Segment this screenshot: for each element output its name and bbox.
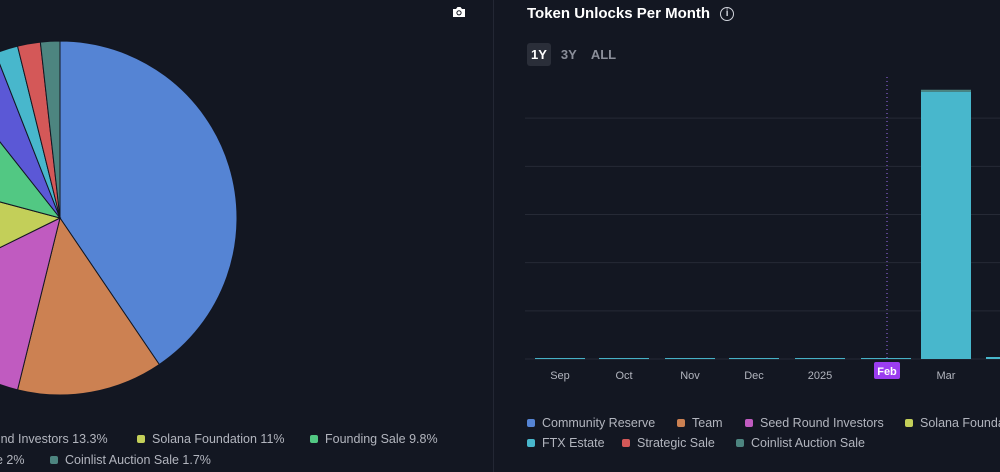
legend-label: Coinlist Auction Sale [751, 436, 865, 450]
allocation-panel: Seed Round Investors 13.3% Solana Founda… [0, 0, 493, 472]
legend-item-founding-sale[interactable]: Founding Sale 9.8% [310, 430, 438, 448]
pie-slice-seed-round-investors[interactable] [0, 217, 61, 391]
legend-label: Team [692, 416, 723, 430]
range-tab-3y[interactable]: 3Y [560, 47, 577, 62]
pie-slice-community-reserve[interactable] [59, 40, 238, 366]
x-tick-label: Mar [937, 370, 956, 382]
legend-item-ftx-estate[interactable]: FTX Estate [527, 436, 605, 450]
bar-oct-ftx-estate[interactable] [599, 358, 649, 360]
legend-item-strategic-sale[interactable]: Strategic Sale [622, 436, 715, 450]
bar-sep-ftx-estate[interactable] [535, 358, 585, 360]
current-month-badge [874, 362, 900, 379]
legend-label: Founding Sale 9.8% [325, 432, 438, 446]
legend-label: Solana Foundation 11% [152, 432, 285, 446]
legend-swatch [736, 439, 744, 447]
legend-label: Seed Round Investors 13.3% [0, 432, 108, 446]
legend-item-coinlist[interactable]: Coinlist Auction Sale [736, 436, 865, 450]
range-tab-1y[interactable]: 1Y [527, 43, 551, 66]
legend-label: Solana Foundation [920, 416, 1000, 430]
bar-dec-ftx-estate[interactable] [729, 358, 779, 360]
x-tick-label: Feb [877, 366, 897, 378]
legend-swatch [310, 435, 318, 443]
bar-mar-ftx-estate[interactable] [921, 91, 971, 360]
legend-item-solana-foundation[interactable]: Solana Foundation 11% [137, 430, 285, 448]
allocation-pie-chart [0, 40, 238, 396]
legend-item-validator-sale[interactable]: Validator Sale 2% [0, 451, 24, 469]
pie-slice-team[interactable] [16, 216, 160, 396]
x-tick-label: Oct [615, 370, 632, 382]
x-tick-label: 2025 [808, 370, 832, 382]
info-icon[interactable]: i [720, 6, 735, 21]
pie-slice-solana-foundation[interactable] [0, 172, 62, 296]
legend-swatch [745, 419, 753, 427]
bar-mar-coinlist-auction-sale[interactable] [921, 89, 971, 92]
legend-label: Seed Round Investors [760, 416, 884, 430]
range-tabs: 1Y 3Y ALL [527, 43, 620, 66]
legend-item-seed-round[interactable]: Seed Round Investors [745, 416, 884, 430]
legend-label: Coinlist Auction Sale 1.7% [65, 453, 211, 467]
unlocks-header: Token Unlocks Per Month i [527, 5, 735, 22]
unlocks-panel: Token Unlocks Per Month i 1Y 3Y ALL Sep O… [510, 0, 1000, 472]
legend-item-solana-foundation[interactable]: Solana Foundation [905, 416, 1000, 430]
legend-swatch [137, 435, 145, 443]
legend-item-seed-round[interactable]: Seed Round Investors 13.3% [0, 430, 108, 448]
legend-item-coinlist[interactable]: Coinlist Auction Sale 1.7% [50, 451, 211, 469]
legend-swatch [527, 419, 535, 427]
legend-swatch [677, 419, 685, 427]
unlocks-bar-chart: Sep Oct Nov Dec 2025 Feb Mar [525, 77, 1000, 382]
bar-nov-ftx-estate[interactable] [665, 358, 715, 360]
legend-item-community-reserve[interactable]: Community Reserve [527, 416, 655, 430]
bar-2025-ftx-estate[interactable] [795, 358, 845, 360]
chart-title: Token Unlocks Per Month [527, 5, 711, 22]
pie-slice-coinlist-auction-sale[interactable] [39, 40, 61, 219]
legend-label: FTX Estate [542, 436, 605, 450]
range-tab-all[interactable]: ALL [590, 47, 617, 62]
legend-swatch [527, 439, 535, 447]
x-tick-label: Nov [680, 370, 700, 382]
bar-feb-ftx-estate[interactable] [861, 358, 911, 360]
legend-label: Validator Sale 2% [0, 453, 25, 467]
legend-label: Community Reserve [542, 416, 656, 430]
legend-swatch [622, 439, 630, 447]
camera-icon[interactable] [452, 6, 466, 18]
x-tick-label: Sep [550, 370, 570, 382]
x-tick-label: Dec [744, 370, 764, 382]
legend-item-team[interactable]: Team [677, 416, 723, 430]
legend-swatch [905, 419, 913, 427]
panel-divider [493, 0, 494, 472]
bar-next-month-partial [986, 357, 1000, 359]
legend-label: Strategic Sale [637, 436, 715, 450]
legend-swatch [50, 456, 58, 464]
